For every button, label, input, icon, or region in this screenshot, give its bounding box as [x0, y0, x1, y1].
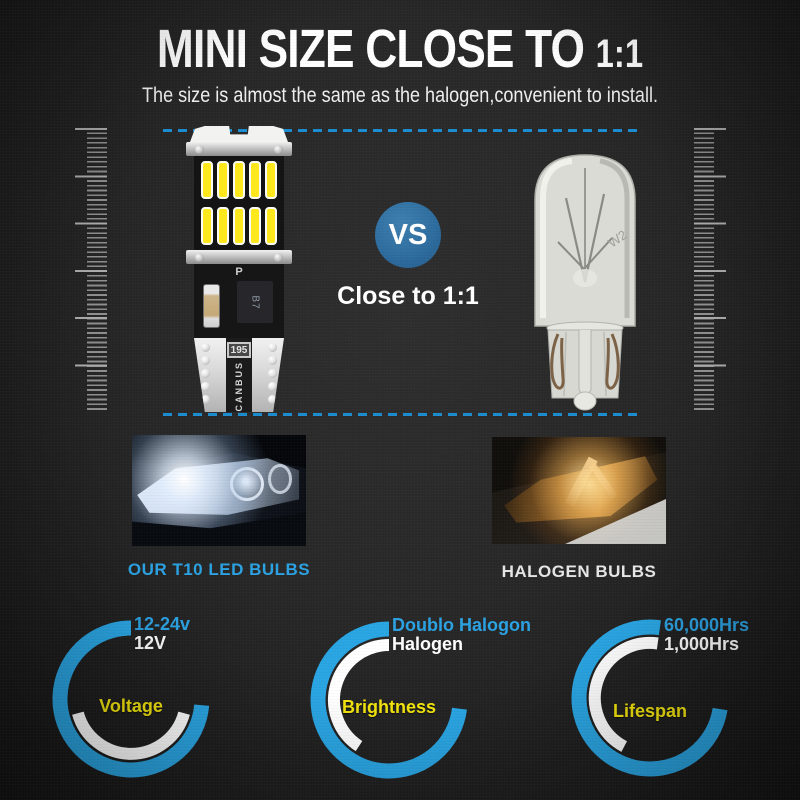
glass-shade [599, 158, 630, 318]
halogen-headlight-image [492, 437, 666, 544]
gauge-arc-halogen [72, 711, 190, 760]
gauge-arc-led [52, 620, 210, 778]
gauge-arc-chart [52, 620, 210, 778]
led-bulb-cap [190, 126, 288, 142]
contact-dot [201, 382, 210, 391]
size-line-top [163, 129, 640, 132]
ruler-minor-ticks [694, 128, 714, 412]
pcb-mark-label: P [235, 266, 243, 278]
gauge-metric-label: Brightness [341, 697, 437, 717]
halogen-bulb-image: W2 [534, 154, 636, 411]
led-bulb-base: 195 CANBUS [194, 338, 284, 412]
size-line-bottom [163, 413, 640, 416]
contact-dot [201, 356, 210, 365]
screw-icon [274, 144, 283, 154]
gauge-values: 60,000Hrs 1,000Hrs [664, 616, 749, 654]
glass-bead [573, 269, 597, 287]
gauge-metric-label: Voltage [99, 696, 163, 716]
led-chip [233, 207, 245, 245]
gauge-values: 12-24v 12V [134, 615, 190, 653]
ruler-right [694, 128, 726, 412]
contact-dot [268, 369, 277, 378]
contact-dot [268, 343, 277, 352]
gauge-voltage: 12-24v 12V Voltage [46, 614, 216, 784]
led-bulb-band-bottom [186, 250, 292, 264]
gauge-halogen-value: 12V [134, 633, 167, 653]
vs-label: VS [388, 218, 428, 251]
gauge-arc-halogen [588, 636, 659, 752]
glass-highlight [540, 158, 573, 318]
led-caption: OUR T10 LED BULBS [127, 560, 311, 579]
page-title-ratio: 1:1 [595, 32, 644, 76]
screw-icon [195, 252, 204, 262]
canbus-label: CANBUS [234, 361, 244, 412]
led-bulb-pcb [194, 156, 284, 250]
contact-dot [268, 356, 277, 365]
led-chip [201, 207, 213, 245]
contact-dot [201, 343, 210, 352]
vs-badge: VS [375, 202, 441, 268]
gauge-arc-chart [571, 619, 728, 777]
wire-leg-right [605, 333, 620, 390]
filament-support [557, 237, 613, 271]
contact-dots-right [268, 343, 277, 404]
led-headlight-image [132, 435, 306, 546]
led-chip [249, 207, 261, 245]
led-chip [265, 207, 277, 245]
ruler-minor-ticks [87, 128, 107, 412]
gauge-halogen-value: 1,000Hrs [664, 634, 740, 654]
led-bulb-image: P B7 195 CANBUS [186, 126, 292, 414]
halogen-caption: HALOGEN BULBS [501, 562, 657, 581]
contact-dot [201, 395, 210, 404]
led-bulb-band-top [186, 142, 292, 156]
contact-dot [268, 395, 277, 404]
gauge-values: Doublo Halogon Halogen [392, 616, 531, 654]
gauge-led-value: 12-24v [134, 614, 191, 634]
gauge-brightness: Doublo Halogon Halogen Brightness [304, 615, 531, 785]
screw-icon [274, 252, 283, 262]
base-nub [573, 391, 597, 411]
gauge-lifespan: 60,000Hrs 1,000Hrs Lifespan [565, 613, 749, 783]
led-bulb-base-strip: 195 CANBUS [226, 338, 252, 412]
gauge-led-value: Doublo Halogon [392, 615, 531, 635]
contact-dot [201, 369, 210, 378]
led-bulb-driver: P B7 [194, 264, 284, 338]
ruler-left [75, 128, 107, 412]
capacitor [203, 284, 220, 328]
wire-leg-left [550, 333, 565, 390]
ic-chip: B7 [237, 281, 273, 323]
gauge-halogen-value: Halogen [392, 634, 464, 654]
led-chip [249, 161, 261, 199]
led-chip [233, 161, 245, 199]
page-subtitle: The size is almost the same as the halog… [142, 84, 658, 107]
page-title-text: MINI SIZE CLOSE TO [156, 19, 596, 79]
led-chip [217, 161, 229, 199]
gauge-arc-halogen [328, 639, 390, 752]
gauge-arc-led [310, 621, 467, 779]
ic-chip-label: B7 [249, 294, 261, 310]
gauge-arc-led [571, 619, 728, 777]
close-ratio-label: Close to 1:1 [337, 282, 479, 310]
gauge-arc-chart [310, 621, 467, 779]
gauge-led-value: 60,000Hrs [664, 615, 750, 635]
resistor-label: 195 [227, 342, 251, 359]
base-tongue [578, 330, 592, 396]
contact-dot [268, 382, 277, 391]
led-chip [265, 161, 277, 199]
contact-dots-left [201, 343, 210, 404]
led-chip [201, 161, 213, 199]
screw-icon [195, 144, 204, 154]
gauge-metric-label: Lifespan [612, 701, 687, 721]
led-chip [217, 207, 229, 245]
page-title: MINI SIZE CLOSE TO 1:1 [72, 18, 728, 80]
